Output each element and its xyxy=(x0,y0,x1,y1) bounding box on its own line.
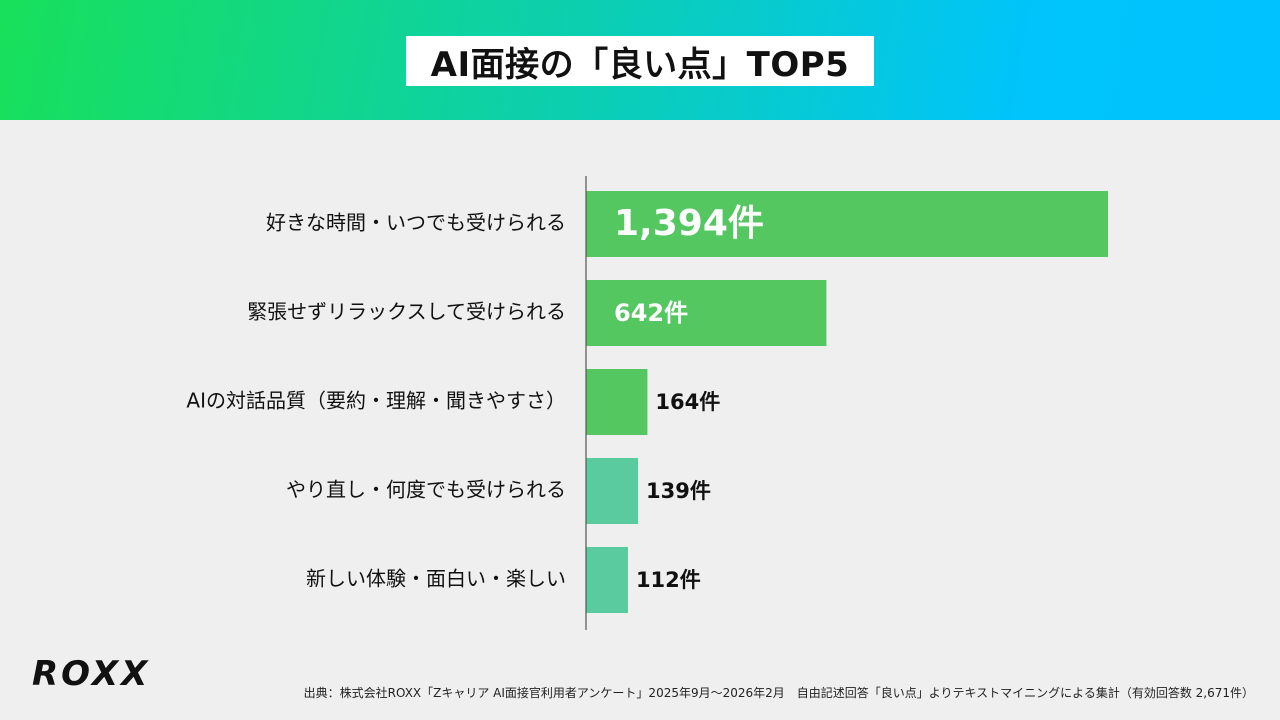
category-label-4: やり直し・何度でも受けられる xyxy=(286,478,566,502)
value-label-1: 1,394件 xyxy=(614,203,764,244)
category-label-3: AIの対話品質（要約・理解・聞きやすさ） xyxy=(186,389,566,413)
header-banner: AI面接の「良い点」TOP5 xyxy=(0,0,1280,120)
value-label-5: 112件 xyxy=(636,568,701,592)
value-label-4: 139件 xyxy=(646,479,711,503)
page-title: AI面接の「良い点」TOP5 xyxy=(430,44,850,85)
category-label-1: 好きな時間・いつでも受けられる xyxy=(266,211,566,235)
value-label-3: 164件 xyxy=(655,390,720,414)
roxx-logo: ROXX xyxy=(32,654,151,694)
bar-4 xyxy=(586,458,639,524)
bars-layer xyxy=(586,191,1108,613)
bar-2 xyxy=(586,280,827,346)
value-label-2: 642件 xyxy=(614,299,688,327)
value-labels-layer: 1,394件 642件 164件 139件 112件 xyxy=(614,203,764,592)
title-box: AI面接の「良い点」TOP5 xyxy=(406,36,874,86)
bar-3 xyxy=(586,369,648,435)
bar-5 xyxy=(586,547,628,613)
category-label-5: 新しい体験・面白い・楽しい xyxy=(306,567,566,591)
bar-1 xyxy=(586,191,1108,257)
category-label-2: 緊張せずリラックスして受けられる xyxy=(247,300,566,324)
source-note: 出典：株式会社ROXX「Zキャリア AI面接官利用者アンケート」2025年9月〜… xyxy=(303,686,1254,700)
